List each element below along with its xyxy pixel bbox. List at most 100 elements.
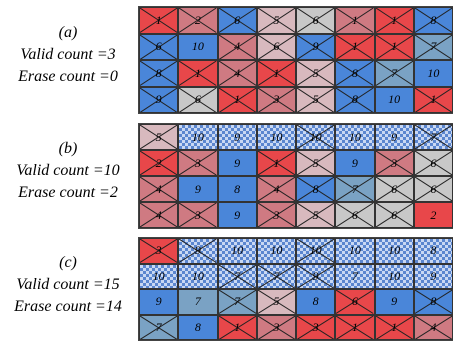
cell-number: 10 (152, 268, 165, 283)
panel-c-label: (c) (59, 254, 77, 271)
page-cell: 6 (139, 33, 179, 60)
page-cell: 4 (256, 176, 296, 202)
cell-number: 3 (273, 319, 280, 334)
invalid-cross-icon (219, 8, 256, 33)
page-cell: 3 (139, 238, 179, 264)
page-cell: 9 (139, 86, 179, 113)
page-cell: 9 (178, 176, 218, 202)
panel-b-valid-count: Valid count =10 (16, 162, 120, 179)
invalid-cross-icon (140, 316, 177, 340)
page-cell: 1 (178, 60, 218, 87)
page-cell: 3 (256, 314, 296, 340)
page-cell: 6 (413, 176, 453, 202)
invalid-cross-icon (219, 35, 256, 60)
invalid-cross-icon (297, 8, 334, 33)
page-cell: 7 (335, 263, 375, 289)
invalid-cross-icon (415, 8, 452, 33)
cell-number: 4 (234, 39, 241, 54)
page-cell: 6 (296, 7, 336, 34)
page-cell: 9 (296, 263, 336, 289)
cell-number: 7 (351, 268, 358, 283)
cell-number: 1 (351, 319, 358, 334)
cell-number: 4 (155, 181, 162, 196)
cell-number: 6 (234, 12, 241, 27)
cell-number: 10 (191, 268, 204, 283)
cell-number: 10 (231, 243, 244, 258)
cell-number: 7 (430, 39, 437, 54)
panel-a-block-grid: 1 2 6 5 6 1 1 8 6 10 4 6 9 1 1 7 8 1 4 1 5 8 7 10 9 6 1 3 5 8 10 1 (138, 6, 453, 114)
cell-number: 6 (155, 39, 162, 54)
cell-number: 1 (391, 39, 398, 54)
page-cell: 7 (217, 263, 257, 289)
invalid-cross-icon (140, 88, 177, 113)
page-cell: 7 (335, 176, 375, 202)
cell-number: 4 (234, 65, 241, 80)
page-cell: 3 (256, 86, 296, 113)
page-cell: 6 (178, 86, 218, 113)
invalid-cross-icon (219, 61, 256, 86)
cell-number: 8 (312, 294, 319, 309)
page-cell: 4 (139, 202, 179, 228)
cell-number: 5 (312, 155, 319, 170)
cell-number: 9 (194, 181, 201, 196)
invalid-cross-icon (140, 203, 177, 227)
invalid-cross-icon (258, 61, 295, 86)
cell-number: 4 (430, 319, 437, 334)
page-cell: 5 (256, 7, 296, 34)
cell-number: 1 (430, 92, 437, 107)
cell-number: 5 (312, 65, 319, 80)
invalid-cross-icon (258, 290, 295, 314)
invalid-cross-icon (376, 316, 413, 340)
panel-a-valid-count: Valid count =3 (20, 46, 116, 63)
page-cell: 8 (178, 314, 218, 340)
cell-number: 2 (194, 12, 201, 27)
page-cell: 3 (178, 202, 218, 228)
invalid-cross-icon (140, 8, 177, 33)
invalid-cross-icon (336, 8, 373, 33)
page-cell: 3 (178, 150, 218, 176)
cell-number: 1 (273, 155, 280, 170)
cell-number: 9 (155, 294, 162, 309)
cell-number: 9 (430, 268, 437, 283)
invalid-cross-icon (179, 151, 216, 175)
cell-number: 9 (234, 129, 241, 144)
cell-number: 8 (430, 294, 437, 309)
invalid-cross-icon (297, 316, 334, 340)
invalid-cross-icon (297, 265, 334, 289)
cell-number: 9 (155, 92, 162, 107)
panel-c-erase-count: Erase count =14 (14, 298, 122, 315)
cell-number: 2 (430, 207, 437, 222)
cell-number: 9 (351, 155, 358, 170)
page-cell: 1 (374, 314, 414, 340)
invalid-cross-icon (415, 177, 452, 201)
cell-number: 7 (234, 268, 241, 283)
invalid-cross-icon (219, 290, 256, 314)
invalid-cross-icon (258, 151, 295, 175)
cell-number: 6 (312, 12, 319, 27)
page-cell: 7 (139, 314, 179, 340)
cell-number: 5 (273, 12, 280, 27)
cell-number: 5 (273, 294, 280, 309)
page-cell: 9 (217, 202, 257, 228)
cell-number: 5 (312, 207, 319, 222)
page-cell: 5 (256, 289, 296, 315)
cell-number: 8 (312, 181, 319, 196)
page-cell: 10 (139, 263, 179, 289)
panel-a-erase-count: Erase count =0 (18, 68, 118, 85)
page-cell: 9 (217, 150, 257, 176)
cell-number: 1 (155, 12, 162, 27)
cell-number: 2 (155, 155, 162, 170)
invalid-cross-icon (336, 316, 373, 340)
invalid-cross-icon (336, 177, 373, 201)
cell-number: 3 (312, 319, 319, 334)
cell-number: 9 (234, 155, 241, 170)
cell-number: 4 (155, 207, 162, 222)
invalid-cross-icon (219, 265, 256, 289)
panel-a-label: (a) (58, 24, 78, 41)
cell-number: 9 (194, 243, 201, 258)
page-cell: 1 (335, 7, 375, 34)
cell-number: 10 (270, 129, 283, 144)
invalid-cross-icon (415, 35, 452, 60)
page-cell: 7 (256, 263, 296, 289)
cell-number: 10 (191, 129, 204, 144)
